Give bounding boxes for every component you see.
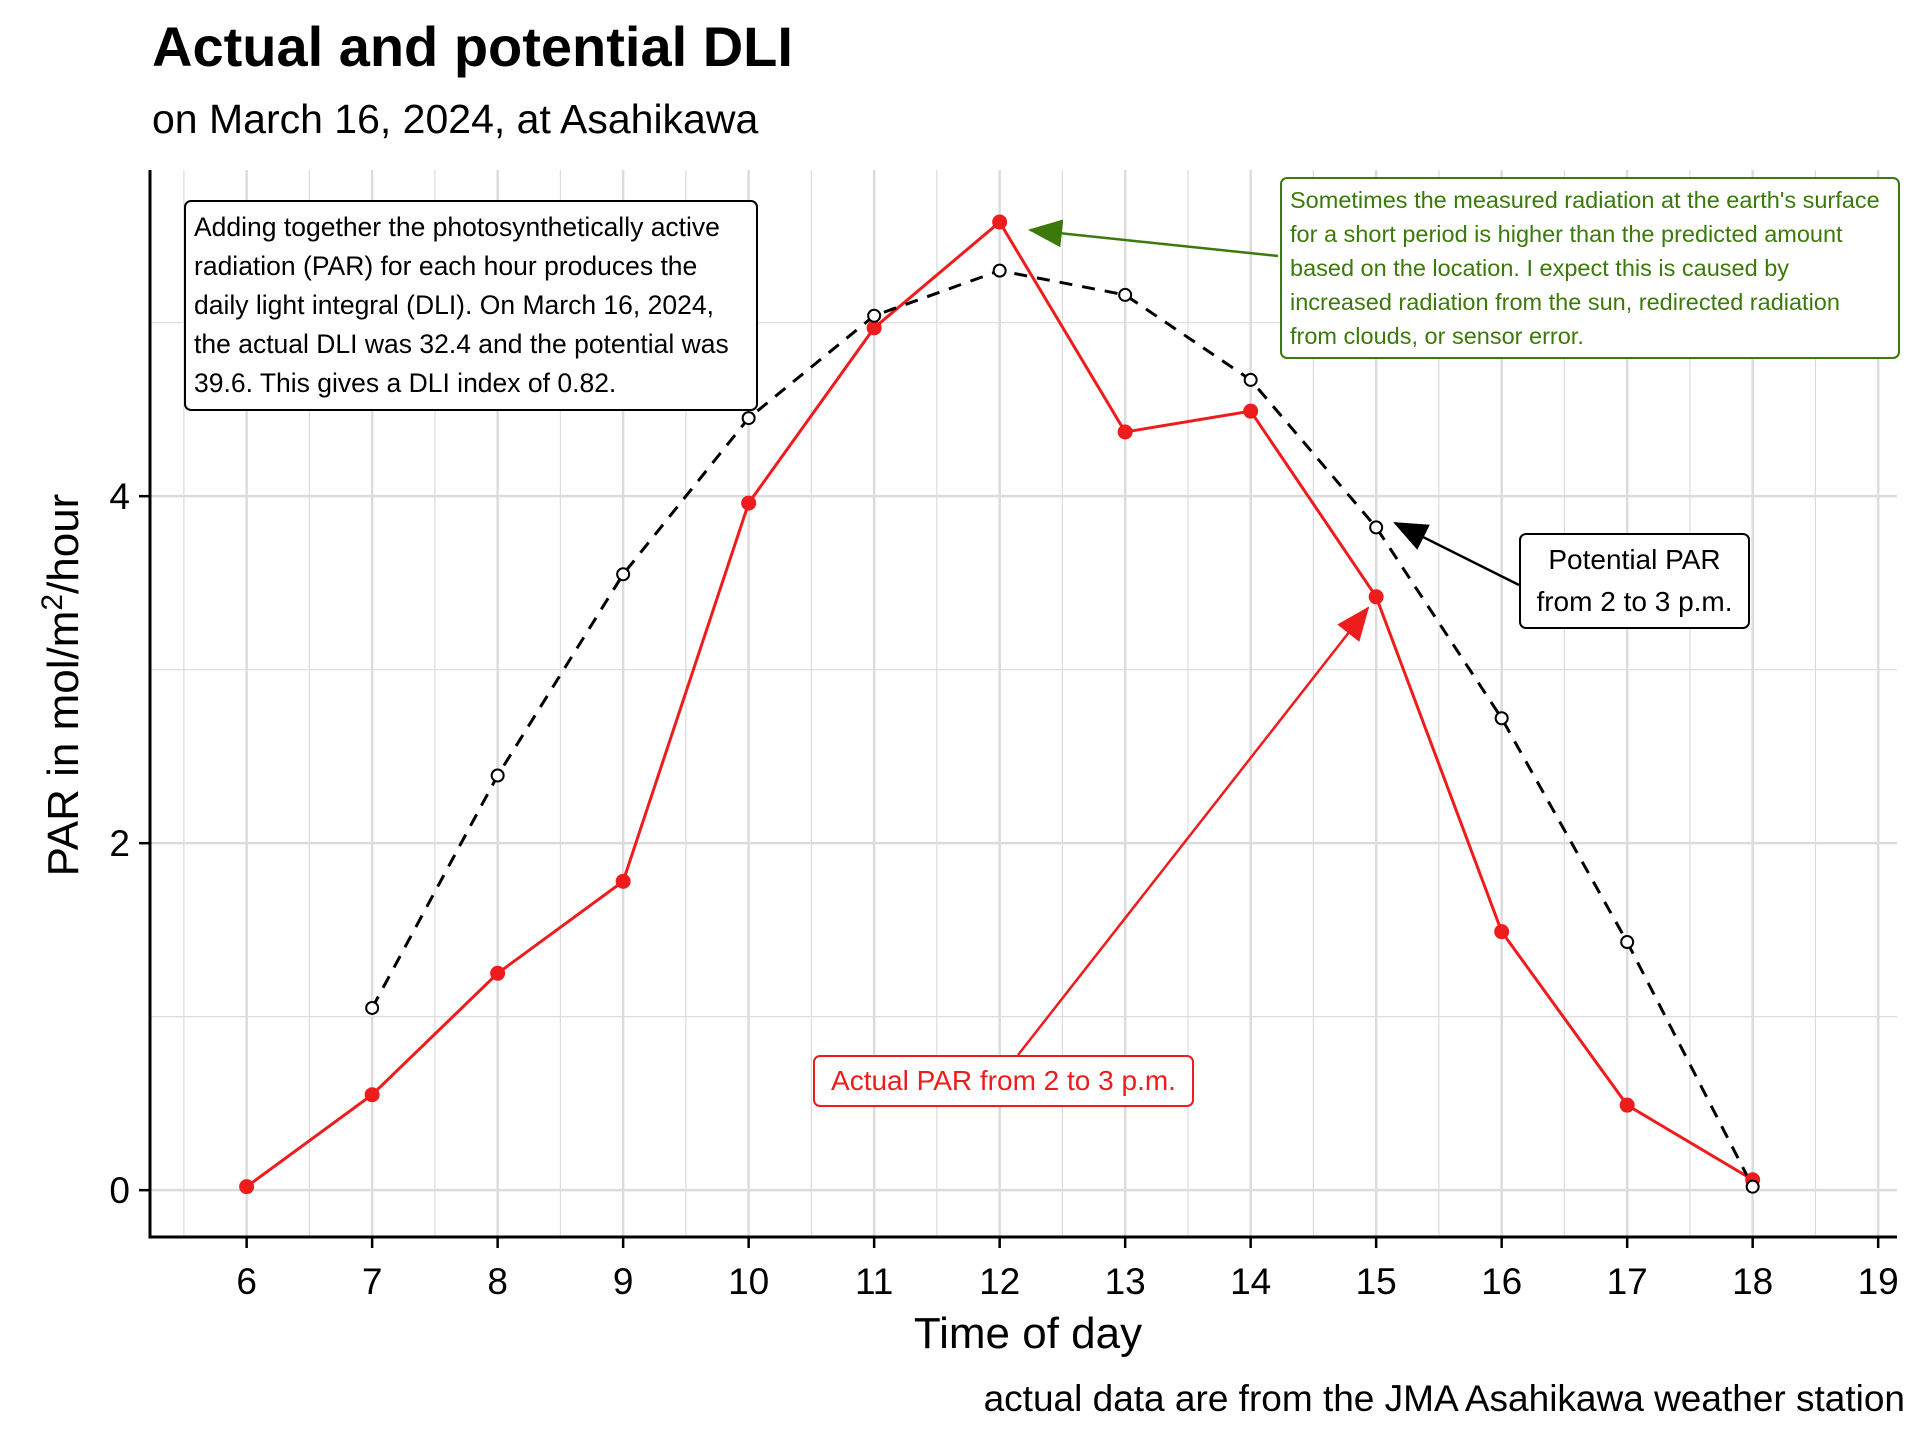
actual-point [1368, 589, 1384, 605]
tick-labels: 6 7 8 9 10 11 12 13 14 15 16 17 18 19 0 2 4 [109, 476, 1898, 1302]
y-tick-label: 4 [109, 476, 130, 517]
x-tick-label: 9 [613, 1261, 634, 1302]
potential-point [365, 1000, 380, 1015]
potential-point [616, 567, 631, 582]
x-tick-label: 14 [1230, 1261, 1271, 1302]
y-tick-label: 0 [109, 1170, 130, 1211]
actual-point [239, 1179, 255, 1195]
green-note-arrow [1028, 219, 1279, 258]
y-tick-label: 2 [109, 823, 130, 864]
actual-point [1619, 1097, 1635, 1113]
potential-point [1620, 935, 1635, 950]
x-tick-label: 6 [236, 1261, 257, 1302]
potential-point [1494, 711, 1509, 726]
x-tick-label: 10 [728, 1261, 769, 1302]
actual-point [1243, 403, 1259, 419]
series-layer [239, 214, 1761, 1195]
chart-subtitle: on March 16, 2024, at Asahikawa [152, 96, 759, 142]
x-tick-label: 13 [1105, 1261, 1146, 1302]
x-tick-label: 8 [487, 1261, 508, 1302]
x-axis-title: Time of day [914, 1309, 1142, 1358]
potential-point [1118, 287, 1133, 302]
data-source-caption: actual data are from the JMA Asahikawa w… [983, 1378, 1905, 1419]
potential-point [992, 263, 1007, 278]
actual-point [992, 214, 1008, 230]
annotation-arrows [1017, 219, 1520, 1056]
x-tick-label: 16 [1481, 1261, 1522, 1302]
actual-point [364, 1087, 380, 1103]
x-tick-label: 11 [855, 1261, 893, 1302]
potential-par-label: Potential PAR from 2 to 3 p.m. [1519, 533, 1750, 629]
actual-point [1494, 924, 1510, 940]
y-axis-title: PAR in mol/m2/hour [36, 494, 89, 877]
x-tick-label: 17 [1607, 1261, 1648, 1302]
x-tick-label: 19 [1858, 1261, 1899, 1302]
potential-point [1243, 372, 1258, 387]
dli-note: Adding together the photosynthetically a… [184, 200, 758, 411]
actual-point [490, 965, 506, 981]
actual-point [615, 873, 631, 889]
x-tick-label: 12 [979, 1261, 1020, 1302]
x-tick-label: 18 [1732, 1261, 1773, 1302]
x-tick-label: 15 [1356, 1261, 1397, 1302]
potential-point [867, 308, 882, 323]
actual-point [866, 320, 882, 336]
potential-point [1369, 520, 1384, 535]
radiation-note: Sometimes the measured radiation at the … [1280, 177, 1900, 359]
potential-point [490, 768, 505, 783]
actual-note-arrow [1017, 606, 1370, 1056]
chart-title: Actual and potential DLI [152, 15, 793, 78]
actual-point [1117, 424, 1133, 440]
axes [139, 170, 1897, 1248]
potential-series-line [370, 269, 1755, 1188]
x-tick-label: 7 [362, 1261, 383, 1302]
potential-note-arrow [1393, 521, 1520, 587]
potential-point [1745, 1179, 1760, 1194]
actual-point [741, 495, 757, 511]
actual-par-label: Actual PAR from 2 to 3 p.m. [813, 1055, 1194, 1107]
potential-point [741, 411, 756, 426]
